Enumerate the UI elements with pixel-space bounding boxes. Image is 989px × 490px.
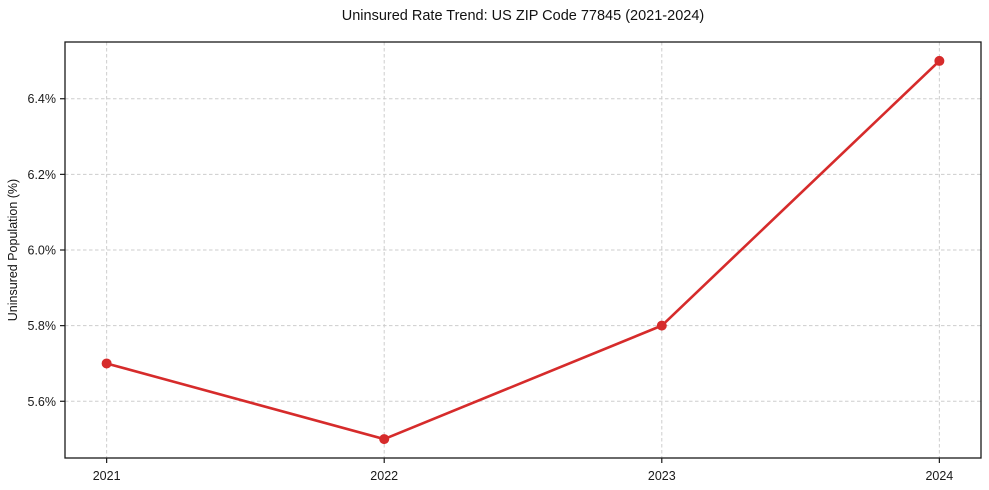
data-point-2024 xyxy=(934,55,945,66)
data-point-2021 xyxy=(101,358,112,369)
y-tick-label: 5.8% xyxy=(28,319,57,333)
x-tick-label: 2021 xyxy=(93,469,121,483)
chart-title: Uninsured Rate Trend: US ZIP Code 77845 … xyxy=(341,8,705,24)
y-tick-label: 5.6% xyxy=(28,395,57,409)
y-axis-label: Uninsured Population (%) xyxy=(6,178,20,322)
data-point-2022 xyxy=(379,434,390,445)
data-point-2023 xyxy=(656,320,667,331)
x-tick-label: 2022 xyxy=(370,469,398,483)
x-tick-label: 2024 xyxy=(925,469,953,483)
x-tick-label: 2023 xyxy=(648,469,676,483)
y-tick-label: 6.0% xyxy=(28,244,57,258)
trend-line xyxy=(105,59,941,441)
y-tick-label: 6.4% xyxy=(28,92,57,106)
y-tick-label: 6.2% xyxy=(28,168,57,182)
